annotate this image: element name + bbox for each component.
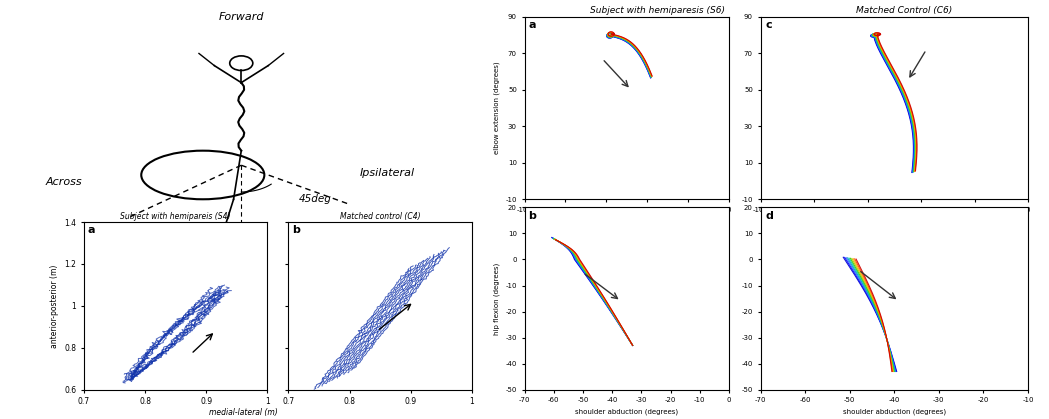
Text: Matched Control (C6): Matched Control (C6) bbox=[856, 5, 952, 15]
Text: d: d bbox=[766, 211, 774, 221]
Text: b: b bbox=[292, 225, 300, 235]
Text: a: a bbox=[87, 225, 95, 235]
Text: Ipsilateral: Ipsilateral bbox=[360, 168, 415, 178]
Text: 45deg: 45deg bbox=[299, 194, 331, 204]
Title: Subject with hemipareis (S4): Subject with hemipareis (S4) bbox=[121, 212, 231, 221]
Text: medial-lateral (m): medial-lateral (m) bbox=[209, 408, 278, 417]
Y-axis label: anterior-posterior (m): anterior-posterior (m) bbox=[49, 264, 59, 347]
Text: Subject with hemiparesis (S6): Subject with hemiparesis (S6) bbox=[591, 5, 725, 15]
Text: b: b bbox=[529, 211, 536, 221]
Y-axis label: elbow extension (degrees): elbow extension (degrees) bbox=[493, 62, 499, 154]
Title: Matched control (C4): Matched control (C4) bbox=[340, 212, 421, 221]
Text: c: c bbox=[766, 21, 772, 31]
Y-axis label: hip flexion (degrees): hip flexion (degrees) bbox=[493, 262, 499, 335]
Text: Forward: Forward bbox=[218, 12, 264, 22]
Text: Across: Across bbox=[46, 177, 83, 187]
X-axis label: shoulder abduction (degrees): shoulder abduction (degrees) bbox=[575, 409, 679, 415]
Text: a: a bbox=[529, 21, 536, 31]
X-axis label: shoulder abduction (degrees): shoulder abduction (degrees) bbox=[842, 409, 946, 415]
